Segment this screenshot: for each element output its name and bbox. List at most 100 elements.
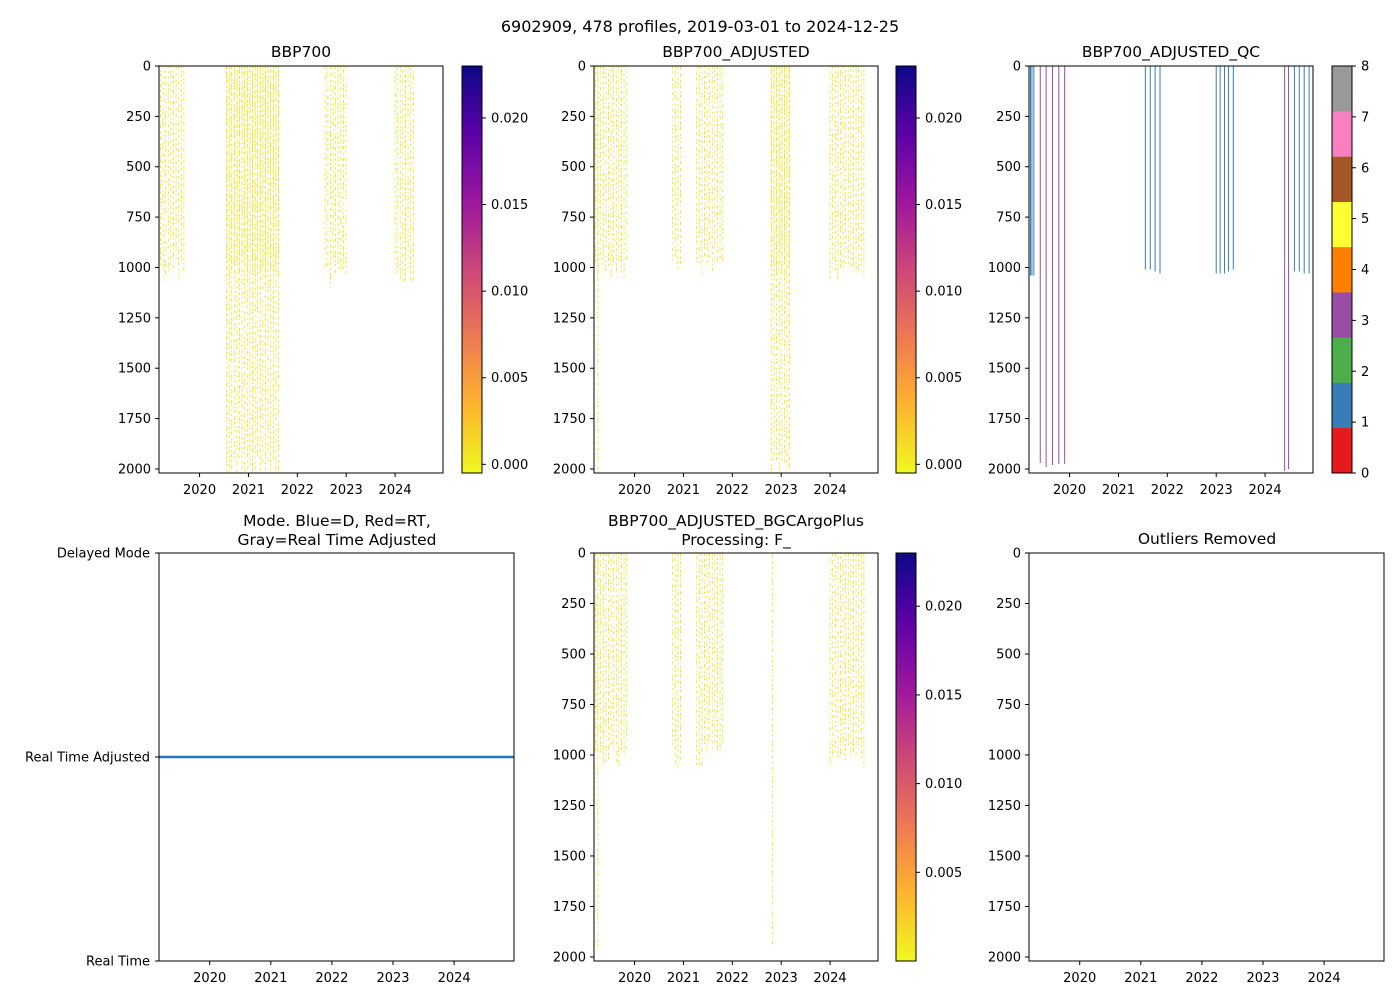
y-tick-label: 500 [561,160,586,175]
colorbar-tick-label: 0.015 [925,688,962,703]
colorbar-tick-label: 2 [1361,365,1369,380]
y-tick-label: 1250 [118,311,151,326]
y-category-label: Real Time [86,955,150,970]
y-tick-label: 1000 [553,261,586,276]
x-tick-label: 2022 [716,971,749,986]
axes-frame [1028,65,1314,474]
y-tick-label: 1750 [988,900,1021,915]
y-tick-label: 250 [561,110,586,125]
colorbar-tick-label: 0.015 [491,198,528,213]
x-tick-label: 2023 [765,971,798,986]
colorbar-gradient [896,553,916,961]
y-tick-label: 750 [561,211,586,226]
panel-title: Outliers Removed [1138,530,1276,548]
profile-segment [672,553,681,767]
x-tick-label: 2020 [1053,483,1086,498]
colorbar-tick-label: 7 [1361,110,1369,125]
colorbar-tick-label: 5 [1361,212,1369,227]
y-tick-label: 0 [1013,547,1021,562]
profile-segment [595,553,628,768]
panel-title-line: BBP700_ADJUSTED_BGCArgoPlus [608,512,864,531]
x-tick-label: 2024 [379,483,412,498]
y-tick-label: 1500 [553,849,586,864]
panel-outliers-removed: Outliers Removed 0 250 500 750 1000 1250 1500 17… [988,530,1385,986]
y-tick-label: 1750 [553,412,586,427]
x-tick-label: 2023 [376,971,409,986]
colorbar-frame [1331,65,1353,474]
colorbar-tick-label: 0.015 [925,198,962,213]
colorbar-tick-label: 0.010 [925,285,962,300]
panel-title: BBP700_ADJUSTED [662,43,810,62]
x-tick-label: 2022 [315,971,348,986]
colorbar-qc-swatch [1332,427,1352,474]
x-tick-label: 2023 [1200,483,1233,498]
panel-bbp700-adjusted: BBP700_ADJUSTED 0 250 500 750 1000 1250 1500 175… [553,43,962,498]
panel-bbp700: BBP700 0 250 500 750 1000 1250 1500 1750 2000 2020… [118,43,528,498]
colorbar-qc-swatch [1332,292,1352,338]
colorbar-qc-swatch [1332,156,1352,202]
x-tick-label: 2020 [183,483,216,498]
colorbar-tick-label: 0.010 [491,285,528,300]
y-tick-label: 1750 [988,412,1021,427]
panel-title: BBP700_ADJUSTED_QC [1082,43,1260,62]
y-tick-label: 1750 [118,412,151,427]
profile-segment [595,66,628,279]
y-tick-label: 0 [1013,60,1021,75]
y-tick-label: 750 [996,211,1021,226]
x-tick-label: 2023 [765,483,798,498]
y-tick-label: 1750 [553,900,586,915]
colorbar-tick-label: 0.000 [491,458,528,473]
panel-mode: Mode. Blue=D, Red=RT,Gray=Real Time Adju… [25,512,515,986]
profile-segment [770,66,791,473]
colorbar-tick-label: 0.010 [925,777,962,792]
x-tick-label: 2021 [667,483,700,498]
x-tick-label: 2024 [1249,483,1282,498]
y-category-label: Delayed Mode [57,547,150,562]
x-tick-label: 2020 [1063,971,1096,986]
x-tick-label: 2023 [330,483,363,498]
colorbar-frame [895,552,917,962]
colorbar-qc-swatch [1332,382,1352,429]
y-tick-label: 1250 [988,799,1021,814]
x-tick-label: 2024 [438,971,471,986]
profile-segment [324,66,347,284]
y-tick-label: 0 [578,60,586,75]
y-tick-label: 1250 [988,311,1021,326]
y-tick-label: 1500 [988,362,1021,377]
x-tick-label: 2021 [254,971,287,986]
panel-title-line: Mode. Blue=D, Red=RT, [243,512,431,530]
y-tick-label: 500 [561,647,586,662]
colorbar-tick-label: 8 [1361,60,1369,75]
figure-suptitle: 6902909, 478 profiles, 2019-03-01 to 202… [501,17,899,36]
y-tick-label: 2000 [553,950,586,965]
colorbar-tick-label: 0.020 [925,111,962,126]
colorbar-qc-swatch [1332,337,1352,383]
colorbar-tick-label: 0.020 [925,600,962,615]
x-tick-label: 2021 [667,971,700,986]
colorbar-tick-label: 0.005 [925,866,962,881]
x-tick-label: 2020 [193,971,226,986]
y-tick-label: 2000 [118,462,151,477]
colorbar-qc-swatch [1332,66,1352,112]
panel-title-line: Gray=Real Time Adjusted [237,531,436,549]
x-tick-label: 2022 [1151,483,1184,498]
colorbar-gradient [896,66,916,473]
y-tick-label: 1500 [118,362,151,377]
y-tick-label: 1000 [988,261,1021,276]
y-tick-label: 1000 [118,261,151,276]
y-tick-label: 0 [143,60,151,75]
colorbar-gradient [462,66,482,473]
y-tick-label: 250 [996,110,1021,125]
colorbar-frame [461,65,483,474]
axes-frame [158,65,444,474]
y-tick-label: 1250 [553,311,586,326]
colorbar-tick-label: 1 [1361,416,1369,431]
colorbar-frame [895,65,917,474]
profile-segment [226,66,279,473]
colorbar-tick-label: 0.020 [491,111,528,126]
x-tick-label: 2022 [1185,971,1218,986]
y-tick-label: 1500 [988,849,1021,864]
x-tick-label: 2022 [716,483,749,498]
x-tick-label: 2024 [1308,971,1341,986]
